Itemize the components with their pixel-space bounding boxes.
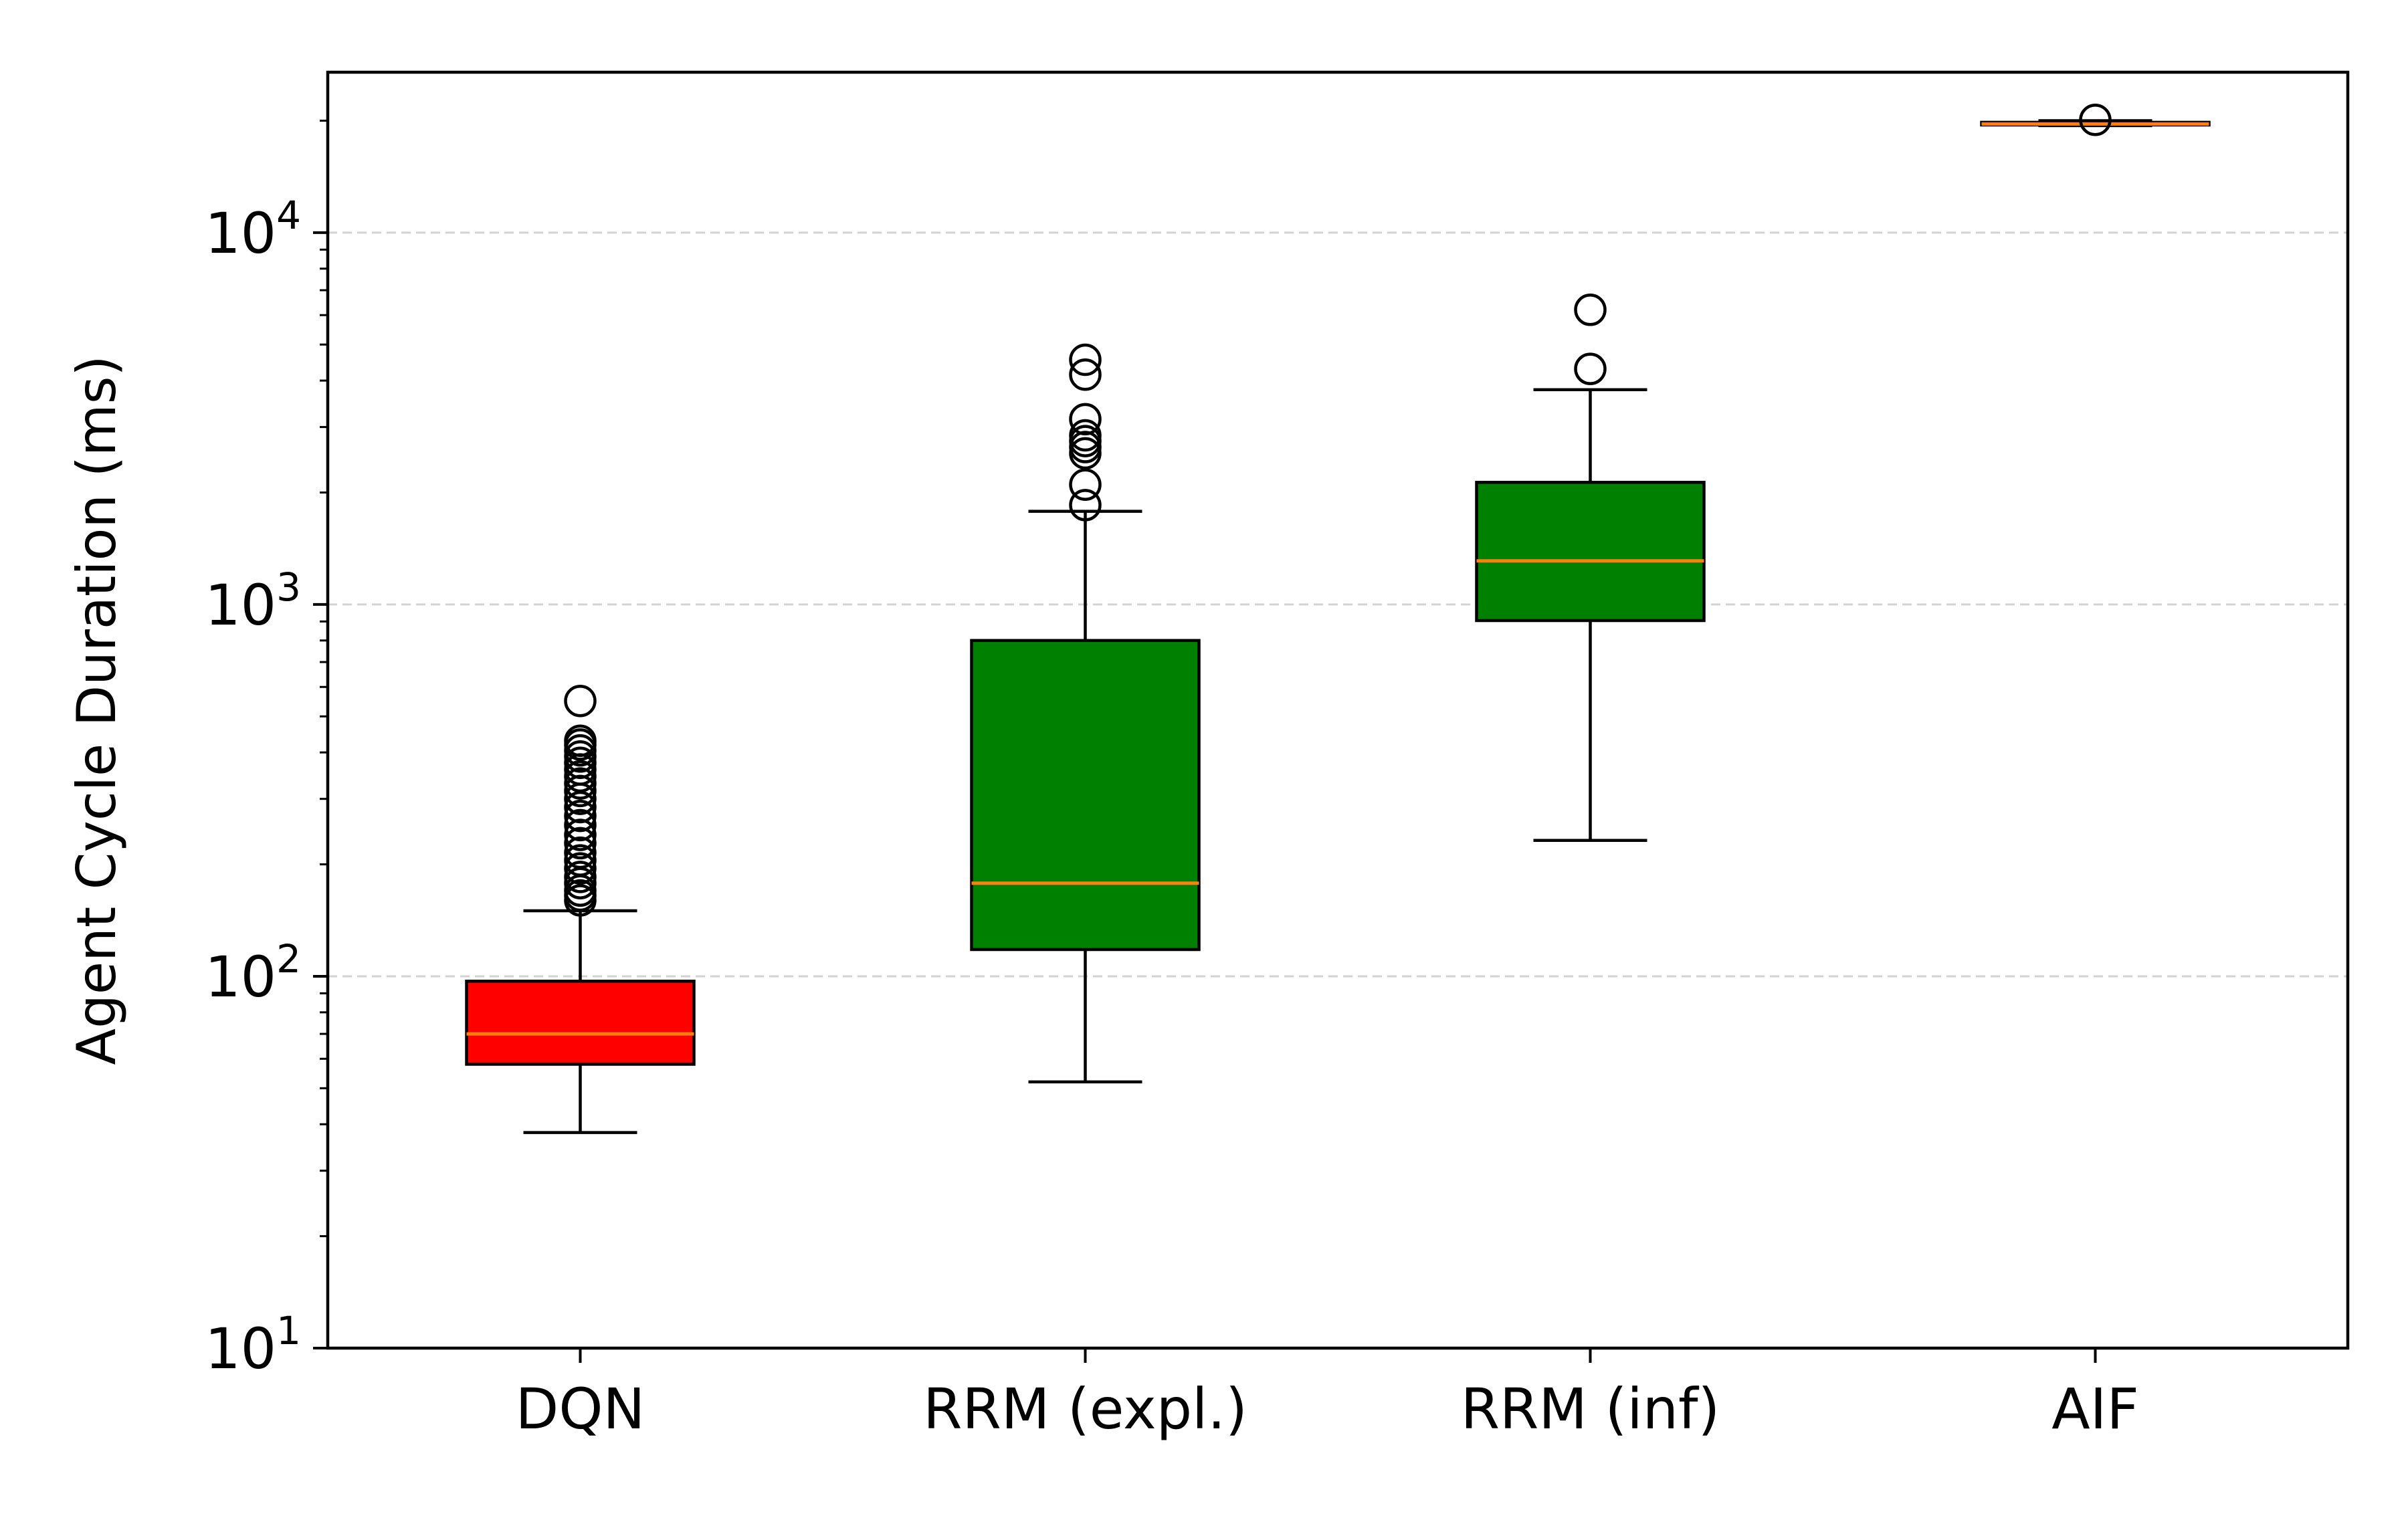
outlier-point [564, 827, 597, 860]
outlier-point [564, 767, 597, 800]
y-tick-label: 104 [205, 193, 301, 266]
grid-lines [328, 231, 2348, 978]
outlier-point [1069, 403, 1102, 436]
box [970, 639, 1201, 952]
outlier-point [564, 861, 597, 893]
box-group-rrm-expl [970, 343, 1201, 1084]
outlier-point [2079, 104, 2112, 136]
outlier-point [1574, 294, 1607, 326]
outlier-point [564, 799, 597, 833]
y-axis-label: Agent Cycle Duration (ms) [66, 355, 128, 1065]
x-tick-label: RRM (inf) [1461, 1376, 1720, 1442]
outlier-point [1069, 358, 1102, 391]
outlier-point [564, 844, 597, 877]
outlier-point [564, 685, 597, 718]
outlier-point [1069, 489, 1102, 522]
box [1475, 481, 1706, 623]
outlier-point [564, 852, 597, 885]
axes: 101 102 103 104 DQN RRM (expl.) RRM (inf) AIF [205, 119, 2139, 1442]
y-tick-label: 101 [205, 1308, 301, 1382]
x-tick-label: RRM (expl.) [923, 1376, 1247, 1442]
outlier-point [1069, 343, 1102, 376]
plot-frame [326, 70, 2350, 1350]
y-tick-label: 102 [205, 936, 301, 1010]
box [465, 980, 696, 1066]
outlier-point [1574, 352, 1607, 385]
box-group-aif [1980, 104, 2211, 136]
x-tick-label: DQN [516, 1376, 645, 1442]
y-tick-label: 103 [205, 564, 301, 638]
box-group-rrm-inf [1475, 294, 1706, 842]
outlier-point [564, 836, 597, 869]
outlier-point [564, 808, 597, 842]
outlier-point [1069, 468, 1102, 501]
outlier-point [1069, 419, 1102, 452]
outlier-point [564, 818, 597, 851]
outlier-point [564, 760, 597, 793]
box-series [465, 104, 2211, 1134]
outlier-point [564, 724, 597, 757]
x-tick-label: AIF [2051, 1376, 2139, 1442]
box-group-dqn [465, 685, 696, 1134]
